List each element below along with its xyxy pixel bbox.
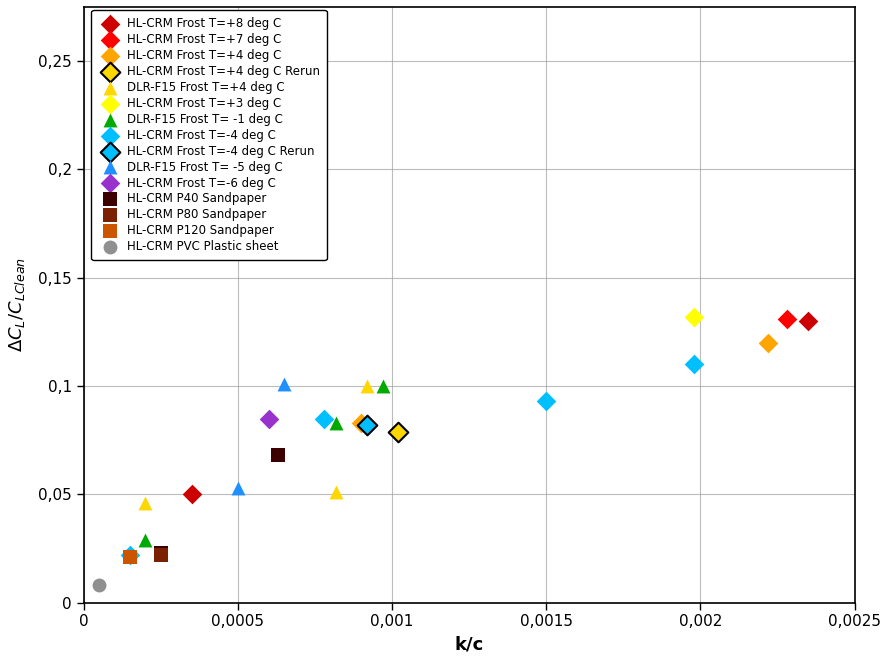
HL-CRM P40 Sandpaper: [271, 450, 285, 461]
Y-axis label: $\Delta C_L/C_{LClean}$: $\Delta C_L/C_{LClean}$: [7, 257, 27, 352]
HL-CRM Frost T=+4 deg C Rerun: [391, 426, 405, 437]
HL-CRM Frost T=-6 deg C: [262, 413, 276, 424]
DLR-F15 Frost T=+4 deg C: [329, 487, 344, 498]
HL-CRM Frost T=-4 deg C Rerun: [361, 420, 375, 430]
HL-CRM Frost T=+4 deg C: [761, 337, 775, 348]
DLR-F15 Frost T= -1 deg C: [376, 381, 390, 391]
HL-CRM Frost T=+8 deg C: [185, 489, 199, 500]
DLR-F15 Frost T= -1 deg C: [139, 535, 153, 545]
HL-CRM Frost T=+3 deg C: [687, 312, 702, 322]
DLR-F15 Frost T= -5 deg C: [277, 379, 291, 389]
HL-CRM Frost T=-4 deg C: [539, 396, 553, 407]
HL-CRM Frost T=+8 deg C: [801, 315, 815, 326]
HL-CRM Frost T=-4 deg C: [123, 550, 137, 560]
DLR-F15 Frost T= -1 deg C: [329, 418, 344, 428]
HL-CRM Frost T=+4 deg C: [354, 418, 369, 428]
HL-CRM Frost T=+7 deg C: [780, 314, 794, 324]
DLR-F15 Frost T= -5 deg C: [231, 482, 245, 493]
Legend: HL-CRM Frost T=+8 deg C, HL-CRM Frost T=+7 deg C, HL-CRM Frost T=+4 deg C, HL-CR: HL-CRM Frost T=+8 deg C, HL-CRM Frost T=…: [91, 10, 327, 261]
DLR-F15 Frost T=+4 deg C: [361, 381, 375, 391]
HL-CRM P40 Sandpaper: [154, 548, 168, 558]
DLR-F15 Frost T=+4 deg C: [139, 498, 153, 508]
HL-CRM Frost T=-4 deg C: [317, 413, 331, 424]
HL-CRM PVC Plastic sheet: [92, 580, 107, 591]
HL-CRM P80 Sandpaper: [154, 550, 168, 560]
X-axis label: k/c: k/c: [455, 635, 484, 653]
HL-CRM Frost T=-4 deg C: [687, 359, 702, 370]
HL-CRM P120 Sandpaper: [123, 552, 137, 562]
